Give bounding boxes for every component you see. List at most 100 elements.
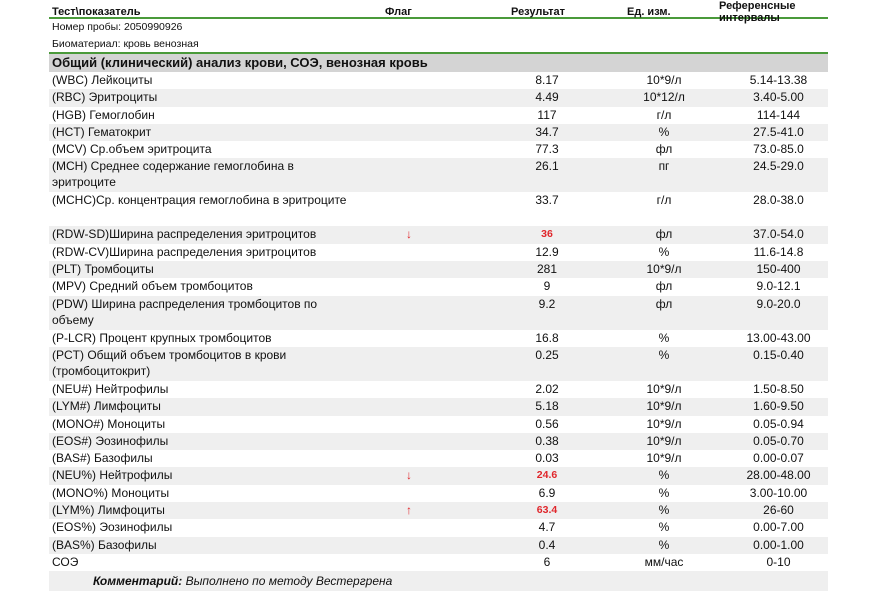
- result-value: 8.17: [535, 73, 559, 87]
- result-name: (LYM#) Лимфоциты: [52, 399, 161, 414]
- result-unit: %: [658, 347, 670, 362]
- result-name: (HGB) Гемоглобин: [52, 107, 155, 122]
- result-value: 0.25: [535, 347, 559, 362]
- table-row: (MONO%) Моноциты 6.9% 3.00-10.00: [49, 485, 828, 502]
- result-ref: 28.00-48.00: [746, 468, 811, 483]
- result-unit: %: [658, 537, 670, 552]
- results-table: (WBC) Лейкоциты 8.17 10*9/л 5.14-13.38 (RBC)…: [49, 72, 828, 571]
- result-flag: [349, 416, 469, 433]
- result-flag: [349, 124, 469, 141]
- table-row: (BAS%) Базофилы 0.4% 0.00-1.00: [49, 536, 828, 554]
- table-row: (RDW-CV)Ширина распределения эритроцитов…: [49, 244, 828, 261]
- result-ref: 5.14-13.38: [749, 73, 808, 87]
- section-title: Общий (клинический) анализ крови, СОЭ, в…: [49, 54, 828, 72]
- table-row: (EOS%) Эозинофилы 4.7% 0.00-7.00: [49, 519, 828, 536]
- result-flag: ↓: [406, 468, 412, 483]
- result-flag: [349, 554, 469, 571]
- result-value: 0.03: [535, 451, 559, 466]
- result-unit: %: [658, 124, 670, 139]
- result-flag: [349, 261, 469, 278]
- result-name: (EOS#) Эозинофилы: [52, 433, 169, 448]
- result-value: 9.2: [538, 296, 556, 311]
- result-name: (BAS#) Базофилы: [52, 451, 153, 466]
- result-value: 4.49: [535, 90, 559, 105]
- result-ref: 26-60: [763, 503, 794, 518]
- result-unit: фл: [655, 296, 673, 311]
- table-row: (MCH) Среднее содержание гемоглобина в э…: [49, 158, 828, 193]
- table-header: Тест\показатель Флаг Результат Ед. изм. …: [49, 0, 828, 24]
- result-value: 5.18: [535, 399, 559, 414]
- result-name: (RDW-SD)Ширина распределения эритроцитов: [52, 227, 317, 242]
- result-unit: фл: [655, 227, 673, 242]
- table-row: (MONO#) Моноциты 0.56 10*9/л 0.05-0.94: [49, 416, 828, 433]
- result-name: (MPV) Средний объем тромбоцитов: [52, 279, 253, 294]
- table-row: (EOS#) Эозинофилы 0.38 10*9/л 0.05-0.70: [49, 432, 828, 451]
- result-flag: [349, 89, 469, 106]
- result-value: 26.1: [535, 159, 559, 174]
- result-flag: ↓: [406, 227, 412, 242]
- header-unit: Ед. изм.: [627, 6, 671, 18]
- result-ref: 0-10: [766, 554, 791, 569]
- result-name: (EOS%) Эозинофилы: [52, 520, 173, 535]
- result-value: 6: [543, 554, 551, 569]
- result-flag: [349, 278, 469, 295]
- result-ref: 28.0-38.0: [753, 193, 804, 208]
- result-value: 117: [537, 107, 557, 122]
- result-flag: [349, 141, 469, 158]
- result-value: 0.56: [535, 416, 559, 431]
- result-value: 6.9: [538, 485, 556, 500]
- result-value: 0.4: [538, 537, 556, 552]
- table-row: (MCHC)Ср. концентрация гемоглобина в эри…: [49, 192, 828, 226]
- result-value: 2.02: [535, 381, 559, 396]
- result-unit: %: [658, 485, 670, 500]
- result-flag: [349, 433, 469, 450]
- result-name: (HCT) Гематокрит: [52, 124, 152, 139]
- table-row: (PLT) Тромбоциты 281 10*9/л 150-400: [49, 261, 828, 279]
- result-unit: 10*9/л: [646, 399, 682, 414]
- result-ref: 0.05-0.70: [753, 433, 804, 448]
- result-unit: 10*9/л: [646, 416, 682, 431]
- result-unit: 10*9/л: [646, 73, 682, 87]
- result-unit: 10*9/л: [646, 433, 682, 448]
- result-name: (PLT) Тромбоциты: [52, 262, 154, 277]
- table-row: (NEU%) Нейтрофилы ↓ 24.6% 28.00-48.00: [49, 467, 828, 485]
- sample-number: Номер пробы: 2050990926: [49, 19, 828, 36]
- result-name: (PCT) Общий объем тромбоцитов в крови (т…: [52, 347, 287, 378]
- table-row: (NEU#) Нейтрофилы 2.02 10*9/л 1.50-8.50: [49, 381, 828, 398]
- result-ref: 24.5-29.0: [753, 159, 804, 174]
- result-ref: 9.0-12.1: [756, 279, 801, 294]
- result-name: (MCHC)Ср. концентрация гемоглобина в эри…: [52, 193, 347, 208]
- result-value: 16.8: [535, 330, 559, 345]
- result-name: (MCV) Ср.объем эритроцита: [52, 142, 212, 157]
- result-value: 24.6: [536, 469, 558, 482]
- table-row: (LYM#) Лимфоциты 5.18 10*9/л 1.60-9.50: [49, 398, 828, 416]
- comment: Комментарий: Выполнено по методу Вестерг…: [49, 571, 828, 592]
- result-flag: [349, 244, 469, 261]
- header-flag: Флаг: [385, 6, 412, 18]
- table-row: (MCV) Ср.объем эритроцита 77.3 фл 73.0-85.0: [49, 141, 828, 158]
- result-flag: [349, 347, 469, 381]
- comment-label: Комментарий:: [93, 574, 183, 589]
- result-flag: [349, 381, 469, 398]
- result-name: (P-LCR) Процент крупных тромбоцитов: [52, 330, 272, 345]
- result-unit: %: [658, 244, 670, 259]
- result-unit: г/л: [656, 193, 672, 208]
- result-name: (RDW-CV)Ширина распределения эритроцитов: [52, 244, 317, 259]
- result-ref: 9.0-20.0: [756, 296, 801, 311]
- result-unit: фл: [655, 279, 673, 294]
- lab-report: Тест\показатель Флаг Результат Ед. изм. …: [49, 0, 828, 592]
- result-unit: мм/час: [644, 554, 684, 569]
- table-row: (LYM%) Лимфоциты ↑ 63.4% 26-60: [49, 502, 828, 520]
- result-name: (LYM%) Лимфоциты: [52, 503, 165, 518]
- result-unit: г/л: [656, 107, 672, 122]
- result-flag: [349, 192, 469, 226]
- result-unit: %: [658, 468, 670, 483]
- result-name: (RBC) Эритроциты: [52, 90, 158, 105]
- table-row: (RDW-SD)Ширина распределения эритроцитов…: [49, 226, 828, 244]
- result-ref: 1.60-9.50: [753, 399, 804, 414]
- result-name: (NEU%) Нейтрофилы: [52, 468, 173, 483]
- result-name: (MONO#) Моноциты: [52, 416, 166, 431]
- result-ref: 3.40-5.00: [753, 90, 804, 105]
- result-unit: фл: [655, 142, 673, 157]
- result-unit: 10*9/л: [646, 262, 682, 277]
